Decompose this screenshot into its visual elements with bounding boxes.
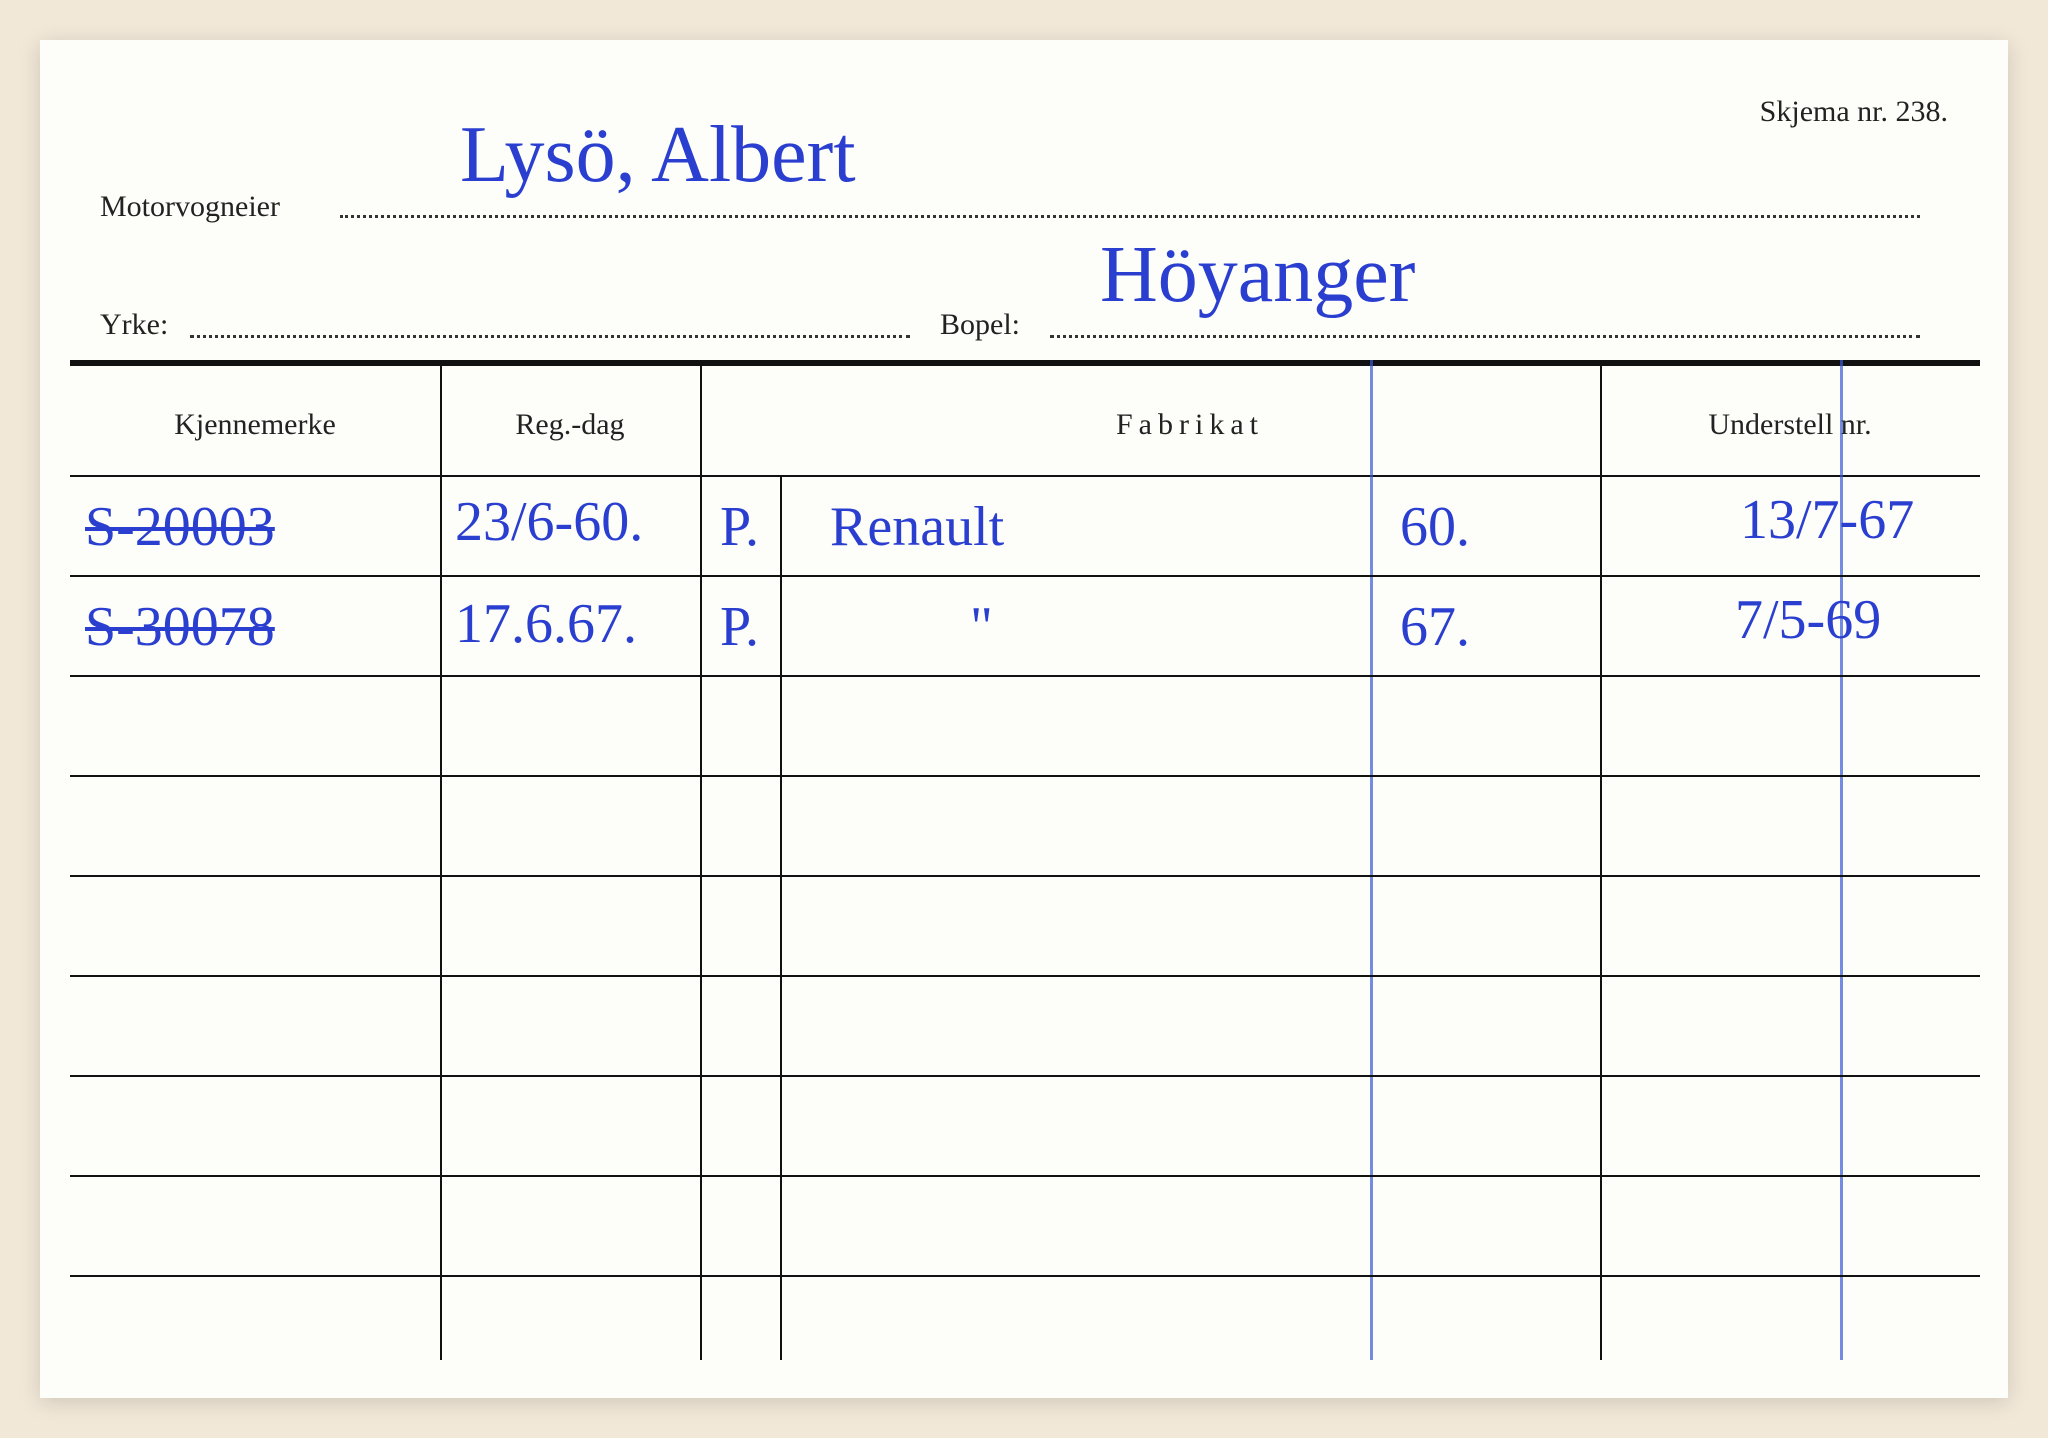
dotted-line-bopel (1050, 335, 1920, 338)
table-col-sep-3 (780, 475, 782, 1360)
label-motorvogneier: Motorvogneier (100, 190, 280, 224)
table-rule-header-bottom (70, 475, 1980, 477)
table-row-rule (70, 575, 1980, 577)
cell-r1-understell: 13/7-67 (1740, 488, 1914, 552)
cell-r2-fabrikat-year: 67. (1400, 595, 1470, 659)
table-row-rule (70, 675, 1980, 677)
table-row-rule (70, 875, 1980, 877)
cell-r1-regdag: 23/6-60. (455, 490, 643, 554)
table-row-rule (70, 775, 1980, 777)
cell-r2-kjennemerke: S-30078 (85, 595, 275, 659)
cell-r1-kjennemerke: S-20003 (85, 495, 275, 559)
cell-r2-type: P. (720, 595, 759, 659)
table-row-rule (70, 975, 1980, 977)
label-bopel: Bopel: (940, 308, 1020, 342)
cell-r1-type: P. (720, 495, 759, 559)
dotted-line-owner (340, 215, 1920, 218)
index-card: Skjema nr. 238. Motorvogneier Lysö, Albe… (40, 40, 2008, 1398)
table-row-rule (70, 1275, 1980, 1277)
value-motorvogneier: Lysö, Albert (460, 110, 856, 201)
table-col-sep-1 (440, 360, 442, 1360)
table-rule-top (70, 360, 1980, 366)
cell-r1-fabrikat-year: 60. (1400, 495, 1470, 559)
col-header-understell: Understell nr. (1600, 408, 1980, 442)
col-header-fabrikat: Fabrikat (780, 408, 1600, 442)
cell-r1-fabrikat: Renault (830, 495, 1004, 559)
col-header-kjennemerke: Kjennemerke (70, 408, 440, 442)
cell-r2-regdag: 17.6.67. (455, 592, 637, 656)
table-row-rule (70, 1075, 1980, 1077)
table-col-sep-4 (1600, 360, 1602, 1360)
form-number: Skjema nr. 238. (1760, 95, 1948, 129)
value-bopel: Höyanger (1100, 230, 1415, 321)
label-yrke: Yrke: (100, 308, 168, 342)
cell-r2-fabrikat: " (970, 595, 993, 659)
table-row-rule (70, 1175, 1980, 1177)
col-header-regdag: Reg.-dag (440, 408, 700, 442)
cell-r2-understell: 7/5-69 (1735, 588, 1881, 652)
blue-guide-1 (1370, 360, 1373, 1360)
dotted-line-yrke (190, 335, 910, 338)
table-col-sep-2 (700, 360, 702, 1360)
